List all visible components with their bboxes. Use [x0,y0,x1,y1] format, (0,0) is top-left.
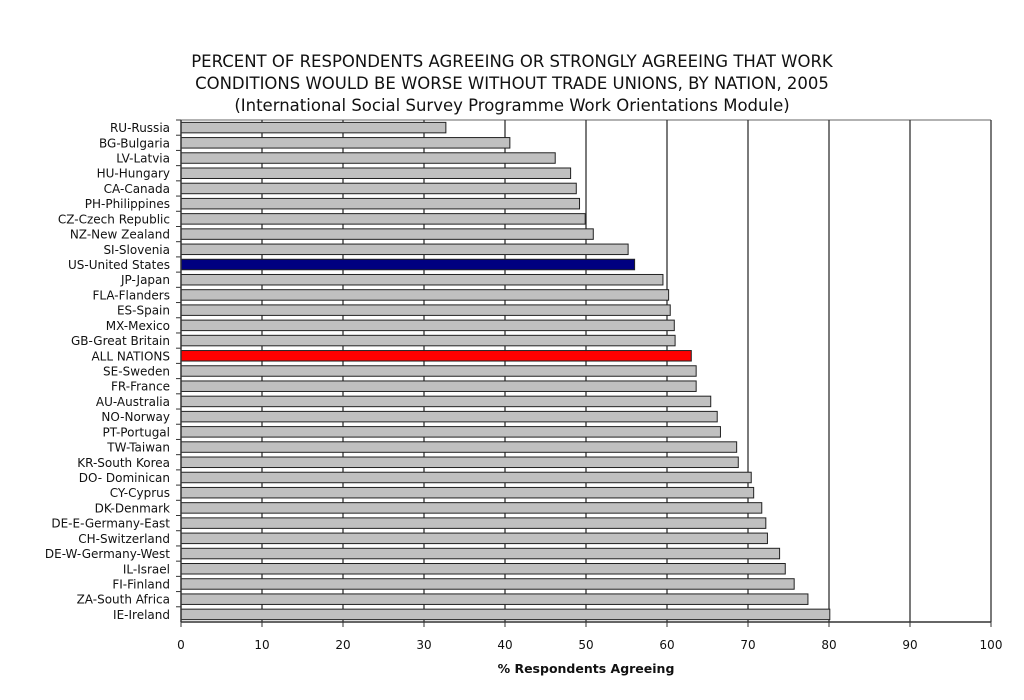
x-tick-label: 100 [980,638,1003,652]
bar-fi-finland [180,578,795,590]
bar-gb-great-britain [180,334,676,347]
bar-es-spain [180,304,671,316]
bar-de-e-germany-east [180,517,767,529]
chart-title-line-1: PERCENT OF RESPONDENTS AGREEING OR STRON… [191,52,833,71]
bar-pt-portugal [180,426,721,438]
bar-nz-new-zealand [180,228,594,240]
x-tick-label: 80 [821,638,836,652]
chart-subtitle: (International Social Survey Programme W… [234,96,790,115]
x-tick-label: 90 [902,638,917,652]
category-label: CY-Cyprus [110,486,170,500]
bar-us-united-states [180,258,636,271]
category-label: JP-Japan [120,273,170,287]
bar-ch-switzerland [180,532,768,545]
category-label: ES-Spain [117,304,170,318]
x-tick-label: 50 [578,638,593,652]
category-label: ZA-South Africa [77,593,170,607]
category-label: DK-Denmark [95,501,170,515]
x-tick-label: 10 [254,638,269,652]
category-label: IE-Ireland [113,608,170,622]
bar-mx-mexico [180,319,675,332]
x-tick-label: 60 [659,638,674,652]
category-label: AU-Australia [96,395,170,409]
category-label: LV-Latvia [116,152,170,166]
bar-ca-canada [180,182,577,195]
bar-au-australia [180,395,712,408]
category-label: RU-Russia [110,121,170,135]
category-label: PT-Portugal [103,425,171,439]
category-label: US-United States [68,258,170,272]
category-label: FR-France [111,380,170,394]
category-label: DO- Dominican [79,471,170,485]
x-axis-title: % Respondents Agreeing [498,661,675,676]
bar-il-israel [180,563,786,575]
bar-do-dominican [180,471,752,484]
category-label: CH-Switzerland [78,532,170,546]
bar-se-sweden [180,365,697,377]
bar-all-nations [180,350,692,362]
bar-lv-latvia [180,152,556,164]
bar-si-slovenia [180,243,629,256]
bar-no-norway [180,410,718,423]
category-label: KR-South Korea [77,456,170,470]
category-label: DE-W-Germany-West [45,547,170,561]
category-label: SI-Slovenia [103,243,170,257]
category-label: CZ-Czech Republic [58,212,170,226]
bar-de-w-germany-west [180,547,781,560]
category-label: FLA-Flanders [92,288,170,302]
category-label: IL-Israel [123,562,170,576]
bar-fla-flanders [180,289,670,301]
bar-ie-ireland [180,608,831,621]
category-label: NZ-New Zealand [70,228,170,242]
category-label: SE-Sweden [103,365,170,379]
bar-cy-cyprus [180,486,755,499]
category-label: NO-Norway [101,410,170,424]
bar-dk-denmark [180,502,763,514]
bar-bg-bulgaria [180,137,511,149]
bar-hu-hungary [180,167,572,179]
bar-tw-taiwan [180,441,738,453]
bar-fr-france [180,380,697,392]
category-label: DE-E-Germany-East [51,517,170,531]
category-label: MX-Mexico [106,319,170,333]
category-label: FI-Finland [112,577,170,591]
category-label: GB-Great Britain [71,334,170,348]
category-label: TW-Taiwan [106,441,170,455]
category-label: CA-Canada [104,182,170,196]
chart-title-line-2: CONDITIONS WOULD BE WORSE WITHOUT TRADE … [195,74,829,93]
bar-cz-czech-republic [180,213,586,225]
x-tick-label: 0 [177,638,185,652]
category-label: ALL NATIONS [91,349,170,363]
bar-jp-japan [180,273,664,286]
category-label: HU-Hungary [97,167,170,181]
bar-ru-russia [180,121,447,134]
x-tick-label: 30 [416,638,431,652]
x-tick-label: 40 [497,638,512,652]
bar-ph-philippines [180,197,581,210]
category-label: BG-Bulgaria [99,136,170,150]
x-tick-label: 70 [740,638,755,652]
bar-kr-south-korea [180,456,739,469]
category-label: PH-Philippines [85,197,170,211]
bar-za-south-africa [180,593,809,605]
x-tick-label: 20 [335,638,350,652]
